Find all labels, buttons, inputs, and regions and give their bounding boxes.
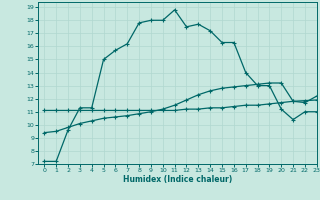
- X-axis label: Humidex (Indice chaleur): Humidex (Indice chaleur): [123, 175, 232, 184]
